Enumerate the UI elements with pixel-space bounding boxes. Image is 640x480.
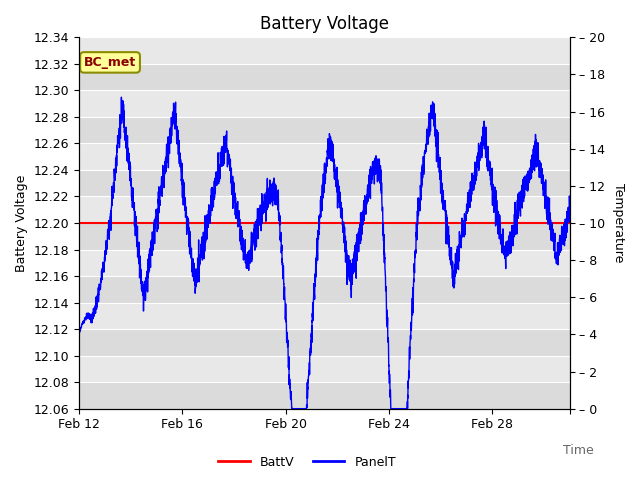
Legend: BattV, PanelT: BattV, PanelT xyxy=(214,451,401,474)
Y-axis label: Temperature: Temperature xyxy=(612,183,625,263)
Bar xyxy=(79,329,570,356)
Title: Battery Voltage: Battery Voltage xyxy=(260,15,389,33)
Bar xyxy=(79,382,570,408)
Bar xyxy=(79,170,570,196)
Text: BC_met: BC_met xyxy=(84,56,136,69)
Bar xyxy=(79,223,570,250)
Bar xyxy=(79,117,570,144)
Y-axis label: Battery Voltage: Battery Voltage xyxy=(15,174,28,272)
Text: Time: Time xyxy=(563,444,594,456)
Bar xyxy=(79,64,570,90)
Bar xyxy=(79,276,570,302)
